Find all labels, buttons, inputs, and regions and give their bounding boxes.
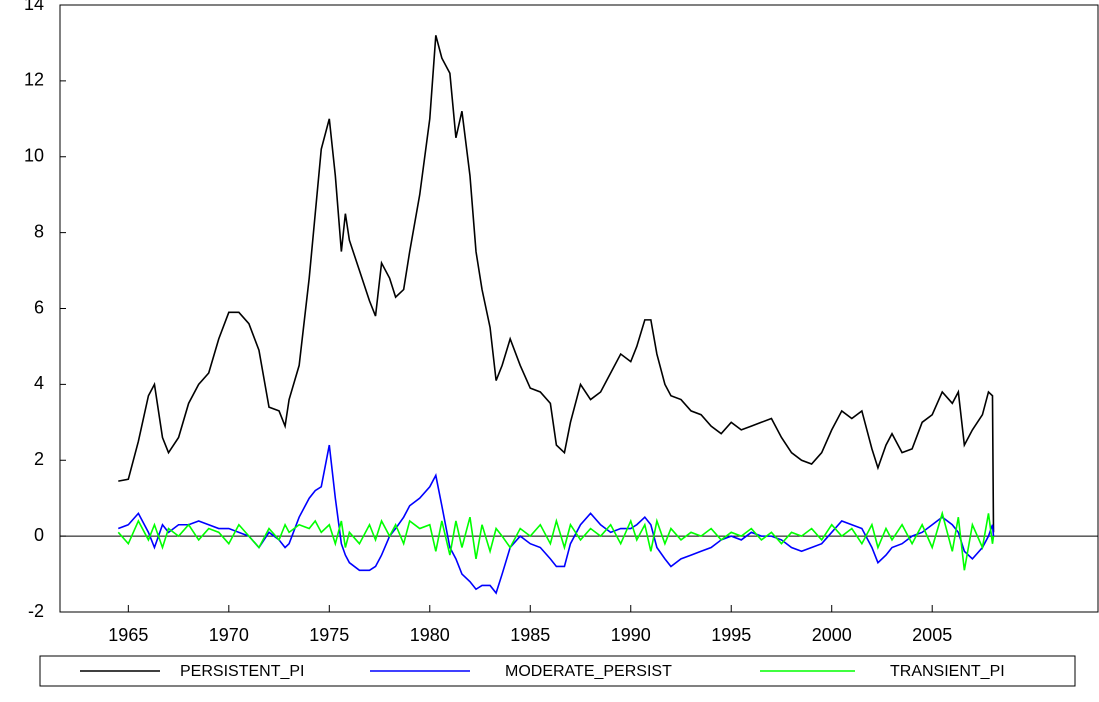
x-tick-label: 1965 xyxy=(108,625,148,645)
legend-label: TRANSIENT_PI xyxy=(890,663,1005,680)
y-tick-label: 2 xyxy=(34,449,44,469)
y-tick-label: 12 xyxy=(24,70,44,90)
y-tick-label: 8 xyxy=(34,221,44,241)
series-line xyxy=(117,444,995,595)
y-tick-label: -2 xyxy=(28,601,44,621)
legend-label: MODERATE_PERSIST xyxy=(505,663,672,680)
y-tick-label: 10 xyxy=(24,146,44,166)
y-tick-label: 6 xyxy=(34,297,44,317)
legend: PERSISTENT_PI MODERATE_PERSIST TRANSIENT_P… xyxy=(80,663,1005,680)
y-tick-label: 0 xyxy=(34,525,44,545)
y-tick-label: 14 xyxy=(24,0,44,14)
series-line xyxy=(118,35,995,533)
y-tick-label: 4 xyxy=(34,373,44,393)
x-tick-label: 2000 xyxy=(812,625,852,645)
x-tick-label: 1995 xyxy=(711,625,751,645)
x-tick-label: 1990 xyxy=(611,625,651,645)
x-tick-label: 1970 xyxy=(209,625,249,645)
x-tick-label: 1985 xyxy=(510,625,550,645)
plot-frame xyxy=(59,4,1099,613)
x-tick-label: 1975 xyxy=(309,625,349,645)
legend-label: PERSISTENT_PI xyxy=(180,663,304,680)
legend-box xyxy=(39,655,1076,687)
x-tick-label: 2005 xyxy=(912,625,952,645)
x-tick-label: 1980 xyxy=(410,625,450,645)
series-line xyxy=(117,510,995,571)
